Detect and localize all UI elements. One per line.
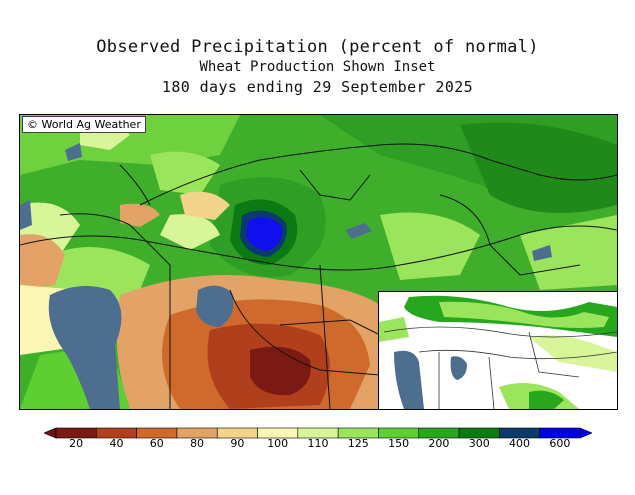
legend-tick-label: 600 — [549, 437, 571, 450]
legend-high-cap — [579, 427, 592, 439]
wet-areas — [20, 115, 617, 325]
legend-tick-label: 20 — [69, 437, 84, 450]
dry-areas — [20, 191, 381, 409]
legend-tick-label: 60 — [149, 437, 164, 450]
copyright-credit: © World Ag Weather — [22, 116, 146, 133]
legend-tick-label: 125 — [347, 437, 369, 450]
legend-tick-label: 100 — [267, 437, 289, 450]
map-title: Observed Precipitation (percent of norma… — [96, 37, 539, 57]
inset-canvas — [379, 292, 617, 409]
precipitation-map: © World Ag Weather — [19, 114, 618, 410]
lake-balkhash — [345, 223, 372, 239]
legend-tick-label: 90 — [230, 437, 245, 450]
inset-borders — [383, 326, 617, 409]
legend-tick-label: 110 — [307, 437, 329, 450]
aral-sea — [196, 285, 234, 327]
time-period: 180 days ending 29 September 2025 — [161, 78, 474, 96]
title-block: Observed Precipitation (percent of norma… — [0, 36, 635, 97]
map-canvas — [20, 115, 617, 409]
map-subtitle: Wheat Production Shown Inset — [199, 59, 436, 75]
inset-wheat-areas — [379, 295, 617, 409]
legend-colorbar — [44, 427, 592, 439]
legend-tick-label: 200 — [428, 437, 450, 450]
legend-tick-label: 400 — [509, 437, 531, 450]
legend-low-cap — [44, 427, 57, 439]
legend-tick-label: 150 — [388, 437, 410, 450]
caspian-sea — [48, 286, 122, 409]
legend-tick-label: 300 — [468, 437, 490, 450]
water-bodies — [20, 143, 552, 409]
color-legend: 20 40 60 80 90 100 110 125 150 200 300 400 600 — [44, 426, 592, 466]
legend-tick-label: 40 — [109, 437, 124, 450]
country-borders — [20, 143, 617, 409]
wheat-production-inset — [378, 291, 617, 409]
inset-water — [394, 350, 467, 409]
legend-tick-label: 80 — [190, 437, 205, 450]
